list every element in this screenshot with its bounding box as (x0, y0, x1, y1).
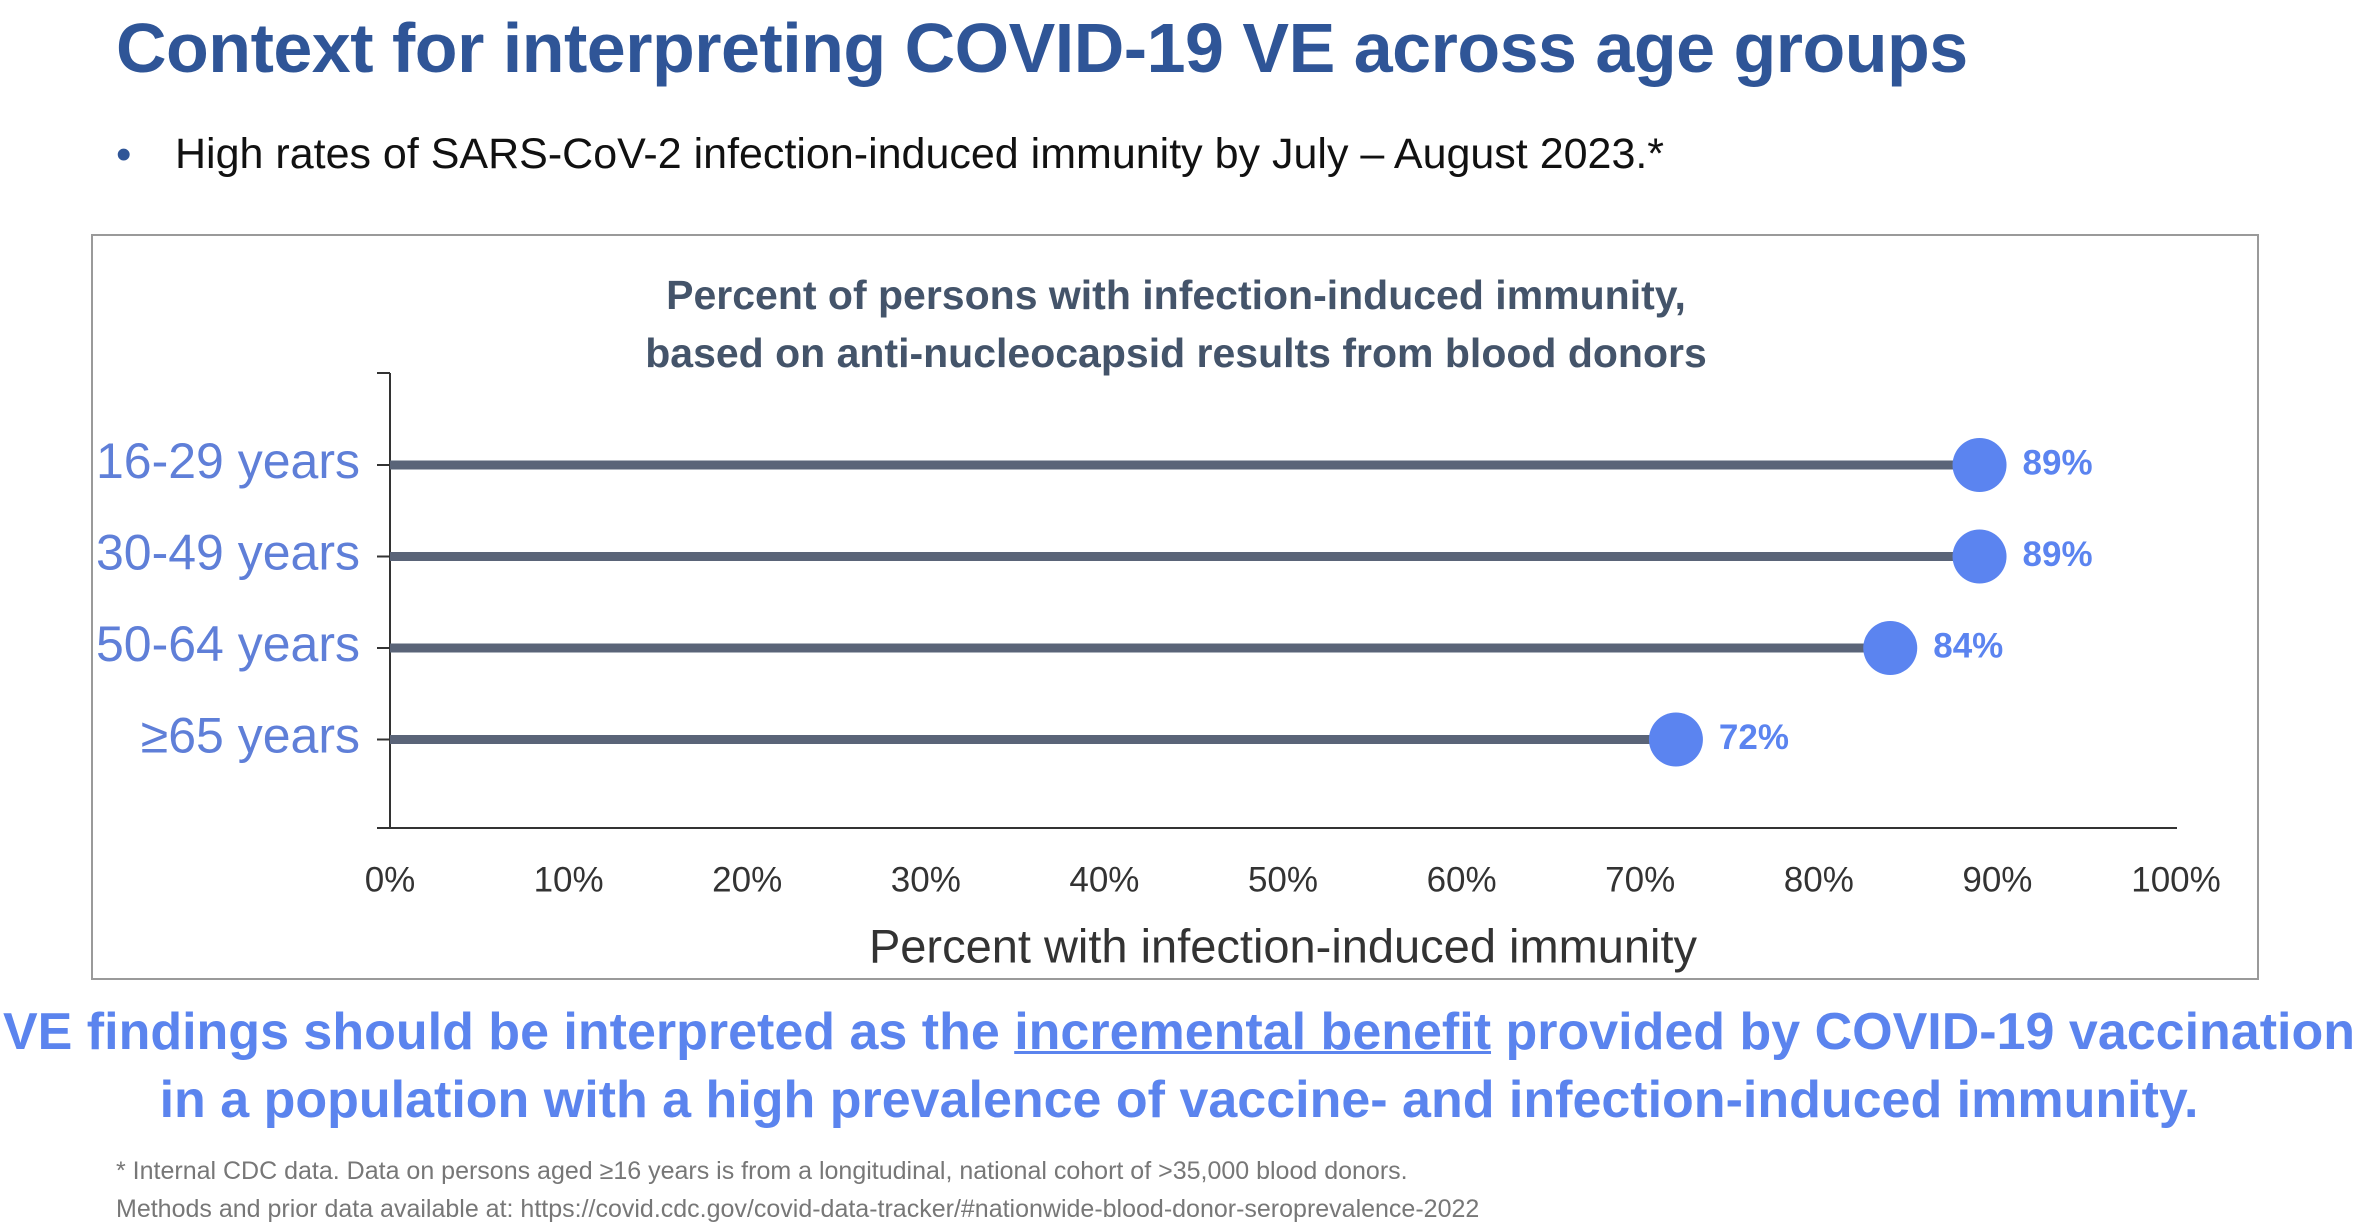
value-label: 89% (2023, 443, 2093, 482)
dot (1648, 712, 1703, 767)
x-tick-label: 0% (365, 860, 416, 899)
conclusion-emphasis: incremental benefit (1014, 1003, 1492, 1061)
footnote: * Internal CDC data. Data on persons age… (116, 1157, 1408, 1185)
value-label: 89% (2023, 535, 2093, 574)
bullet-marker: • (116, 130, 132, 179)
x-tick-label: 60% (1427, 860, 1497, 899)
conclusion-text: provided by COVID-19 vaccination (1491, 1003, 2356, 1061)
x-tick-label: 90% (1962, 860, 2032, 899)
dot (1863, 621, 1918, 675)
x-tick-label: 20% (712, 860, 782, 899)
dot (1952, 529, 2007, 584)
value-label: 72% (1719, 718, 1789, 757)
x-tick-label: 50% (1248, 860, 1318, 899)
x-tick-label: 10% (534, 860, 604, 899)
footnote: Methods and prior data available at: htt… (116, 1195, 1480, 1223)
bullet-text: High rates of SARS-CoV-2 infection-induc… (175, 130, 1665, 178)
conclusion-text: in a population with a high prevalence o… (159, 1071, 2199, 1129)
x-tick-label: 70% (1605, 860, 1675, 899)
y-tick-label: 30-49 years (96, 525, 360, 581)
y-tick-label: ≥65 years (141, 708, 360, 764)
y-tick-label: 50-64 years (96, 616, 360, 672)
y-tick-label: 16-29 years (96, 433, 360, 489)
x-axis-label: Percent with infection-induced immunity (869, 919, 1698, 972)
conclusion: VE findings should be interpreted as the… (0, 998, 2358, 1134)
x-tick-label: 100% (2131, 860, 2221, 899)
dot (1952, 438, 2007, 492)
slide-title: Context for interpreting COVID-19 VE acr… (116, 9, 1968, 87)
x-tick-label: 30% (891, 860, 961, 899)
conclusion-text: VE findings should be interpreted as the (2, 1003, 1015, 1061)
chart-frame (91, 234, 2259, 980)
x-tick-label: 40% (1069, 860, 1139, 899)
x-tick-label: 80% (1784, 860, 1854, 899)
chart-title: based on anti-nucleocapsid results from … (645, 330, 1707, 376)
value-label: 84% (1933, 626, 2003, 665)
chart-title: Percent of persons with infection-induce… (666, 272, 1686, 318)
